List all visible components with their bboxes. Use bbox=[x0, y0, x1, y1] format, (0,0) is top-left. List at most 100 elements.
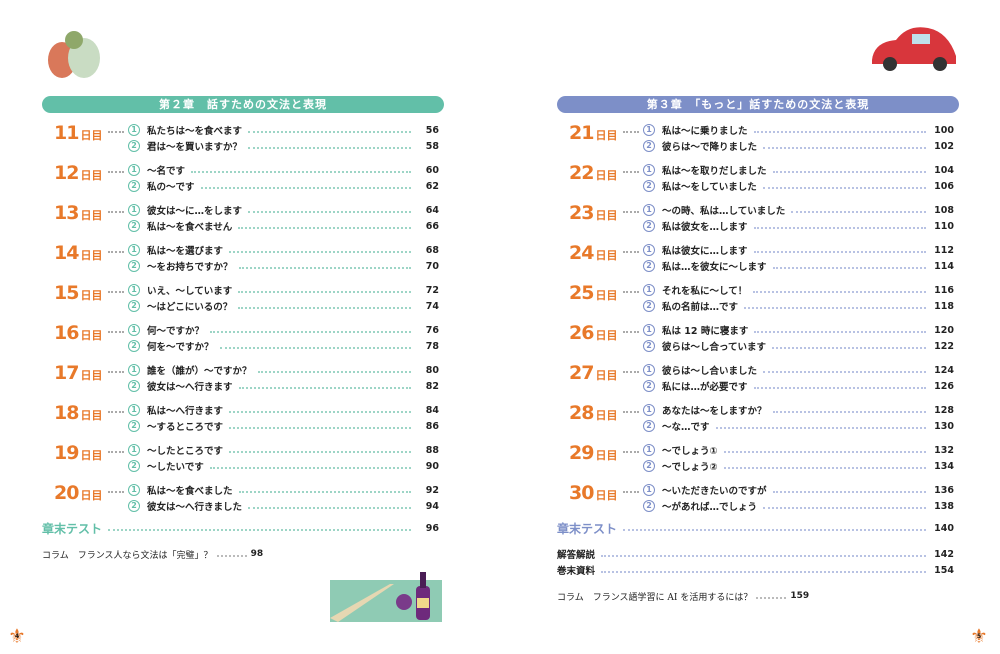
leader-dots bbox=[623, 171, 639, 173]
lesson-entry[interactable]: 2 彼らは～で降りました 102 bbox=[643, 138, 954, 154]
lesson-entry[interactable]: 1 ～でしょう① 132 bbox=[643, 442, 954, 458]
day-label: 30 日目 bbox=[569, 482, 617, 504]
lesson-entry[interactable]: 1 ～の時、私は…していました 108 bbox=[643, 202, 954, 218]
lesson-entry[interactable]: 1 何～ですか？ 76 bbox=[128, 322, 439, 338]
lesson-entry[interactable]: 2 彼らは～し合っています 122 bbox=[643, 338, 954, 354]
lesson-entry[interactable]: 2 私の名前は…です 118 bbox=[643, 298, 954, 314]
lesson-title: ～したところです bbox=[147, 446, 224, 457]
lesson-title: ～な…です bbox=[662, 422, 710, 433]
lesson-entry[interactable]: 1 私は～へ行きます 84 bbox=[128, 402, 439, 418]
lesson-entry[interactable]: 2 私は～を食べません 66 bbox=[128, 218, 439, 234]
page-number: 114 bbox=[934, 260, 954, 272]
number-circle-icon: 2 bbox=[128, 180, 140, 192]
lesson-entry[interactable]: 1 私は～に乗りました 100 bbox=[643, 122, 954, 138]
lesson-title: 彼らは～し合っています bbox=[662, 342, 767, 353]
lesson-entry[interactable]: 1 私たちは～を食べます 56 bbox=[128, 122, 439, 138]
lesson-entry[interactable]: 2 ～でしょう② 134 bbox=[643, 458, 954, 474]
answers-entry[interactable]: 解答解説 142 bbox=[557, 546, 959, 562]
lesson-entry[interactable]: 2 ～するところです 86 bbox=[128, 418, 439, 434]
leader-dots bbox=[191, 171, 411, 173]
lesson-entry[interactable]: 2 彼女は～へ行きます 82 bbox=[128, 378, 439, 394]
day-suffix: 日目 bbox=[80, 289, 103, 302]
page-number: 60 bbox=[425, 164, 439, 176]
lesson-entry[interactable]: 2 私は～をしていました 106 bbox=[643, 178, 954, 194]
day-suffix: 日目 bbox=[595, 329, 618, 342]
lesson-entry[interactable]: 2 君は～を買いますか？ 58 bbox=[128, 138, 439, 154]
leader-dots bbox=[248, 131, 411, 133]
lesson-entry[interactable]: 1 彼らは～し合いました 124 bbox=[643, 362, 954, 378]
day-suffix: 日目 bbox=[80, 449, 103, 462]
lesson-entry[interactable]: 1 私は～を食べました 92 bbox=[128, 482, 439, 498]
lesson-title: ～をお持ちですか？ bbox=[147, 262, 233, 273]
lesson-entry[interactable]: 2 ～はどこにいるの？ 74 bbox=[128, 298, 439, 314]
column-entry[interactable]: コラム フランス語学習に AI を活用するには？ 159 bbox=[557, 588, 959, 604]
day-12: 12 日目 1 ～名です 60 2 私の～です 62 bbox=[42, 162, 444, 206]
leader-dots bbox=[623, 529, 926, 531]
page-number: 134 bbox=[934, 460, 954, 472]
number-circle-icon: 1 bbox=[128, 444, 140, 456]
day-16: 16 日目 1 何～ですか？ 76 2 何を～ですか？ 78 bbox=[42, 322, 444, 366]
number-circle-icon: 2 bbox=[643, 460, 655, 472]
day-13: 13 日目 1 彼女は～に…をします 64 2 私は～を食べません 66 bbox=[42, 202, 444, 246]
number-circle-icon: 2 bbox=[128, 300, 140, 312]
lesson-entry[interactable]: 1 あなたは～をしますか？ 128 bbox=[643, 402, 954, 418]
lesson-title: ～したいです bbox=[147, 462, 204, 473]
lesson-entry[interactable]: 2 私は…を彼女に～します 114 bbox=[643, 258, 954, 274]
number-circle-icon: 1 bbox=[128, 204, 140, 216]
leader-dots bbox=[756, 597, 787, 599]
chapter-test-entry[interactable]: 章末テスト 140 bbox=[557, 520, 959, 536]
lesson-title: ～でしょう② bbox=[662, 462, 718, 473]
page-number: 132 bbox=[934, 444, 954, 456]
day-label: 17 日目 bbox=[54, 362, 102, 384]
entry-title: コラム フランス人なら文法は「完璧」？ bbox=[42, 550, 213, 561]
leader-dots bbox=[108, 491, 124, 493]
leader-dots bbox=[238, 291, 411, 293]
lesson-entry[interactable]: 1 私は～を取りだしました 104 bbox=[643, 162, 954, 178]
lesson-entry[interactable]: 1 私は彼女に…します 112 bbox=[643, 242, 954, 258]
day-number: 28 bbox=[569, 402, 594, 424]
page-number: 122 bbox=[934, 340, 954, 352]
leader-dots bbox=[623, 331, 639, 333]
lesson-entry[interactable]: 1 ～したところです 88 bbox=[128, 442, 439, 458]
leader-dots bbox=[209, 467, 411, 469]
day-number: 22 bbox=[569, 162, 594, 184]
day-suffix: 日目 bbox=[80, 209, 103, 222]
leader-dots bbox=[623, 411, 639, 413]
leader-dots bbox=[753, 131, 926, 133]
lesson-entry[interactable]: 2 ～をお持ちですか？ 70 bbox=[128, 258, 439, 274]
leader-dots bbox=[754, 331, 926, 333]
lesson-entry[interactable]: 2 私は彼女を…します 110 bbox=[643, 218, 954, 234]
lesson-entry[interactable]: 1 それを私に～して！ 116 bbox=[643, 282, 954, 298]
number-circle-icon: 2 bbox=[128, 380, 140, 392]
leader-dots bbox=[108, 251, 124, 253]
lesson-entry[interactable]: 1 私は 12 時に寝ます 120 bbox=[643, 322, 954, 338]
lesson-entry[interactable]: 1 彼女は～に…をします 64 bbox=[128, 202, 439, 218]
lesson-entry[interactable]: 2 彼女は～へ行きました 94 bbox=[128, 498, 439, 514]
lesson-entry[interactable]: 2 ～があれば…でしょう 138 bbox=[643, 498, 954, 514]
page-number: 118 bbox=[934, 300, 954, 312]
lesson-entry[interactable]: 1 いえ、～しています 72 bbox=[128, 282, 439, 298]
lesson-entry[interactable]: 1 誰を（誰が）～ですか？ 80 bbox=[128, 362, 439, 378]
lesson-entry[interactable]: 2 ～したいです 90 bbox=[128, 458, 439, 474]
page-number: 102 bbox=[934, 140, 954, 152]
page-number: 66 bbox=[425, 220, 439, 232]
leader-dots bbox=[763, 147, 926, 149]
number-circle-icon: 1 bbox=[643, 124, 655, 136]
column-entry[interactable]: コラム フランス人なら文法は「完璧」？ 98 bbox=[42, 546, 444, 562]
lesson-entry[interactable]: 2 私には…が必要です 126 bbox=[643, 378, 954, 394]
leader-dots bbox=[772, 267, 926, 269]
lesson-title: 何を～ですか？ bbox=[147, 342, 214, 353]
leader-dots bbox=[216, 555, 247, 557]
lesson-entry[interactable]: 2 何を～ですか？ 78 bbox=[128, 338, 439, 354]
appendix-entry[interactable]: 巻末資料 154 bbox=[557, 562, 959, 578]
lesson-entry[interactable]: 2 私の～です 62 bbox=[128, 178, 439, 194]
chapter-test-entry[interactable]: 章末テスト 96 bbox=[42, 520, 444, 536]
lesson-entry[interactable]: 1 ～いただきたいのですが 136 bbox=[643, 482, 954, 498]
lesson-entry[interactable]: 2 ～な…です 130 bbox=[643, 418, 954, 434]
page-number: 84 bbox=[425, 404, 439, 416]
number-circle-icon: 2 bbox=[643, 140, 655, 152]
fleur-de-lis-icon: ⚜ 5 bbox=[970, 624, 988, 648]
page-number: 58 bbox=[425, 140, 439, 152]
lesson-entry[interactable]: 1 私は～を選びます 68 bbox=[128, 242, 439, 258]
lesson-entry[interactable]: 1 ～名です 60 bbox=[128, 162, 439, 178]
